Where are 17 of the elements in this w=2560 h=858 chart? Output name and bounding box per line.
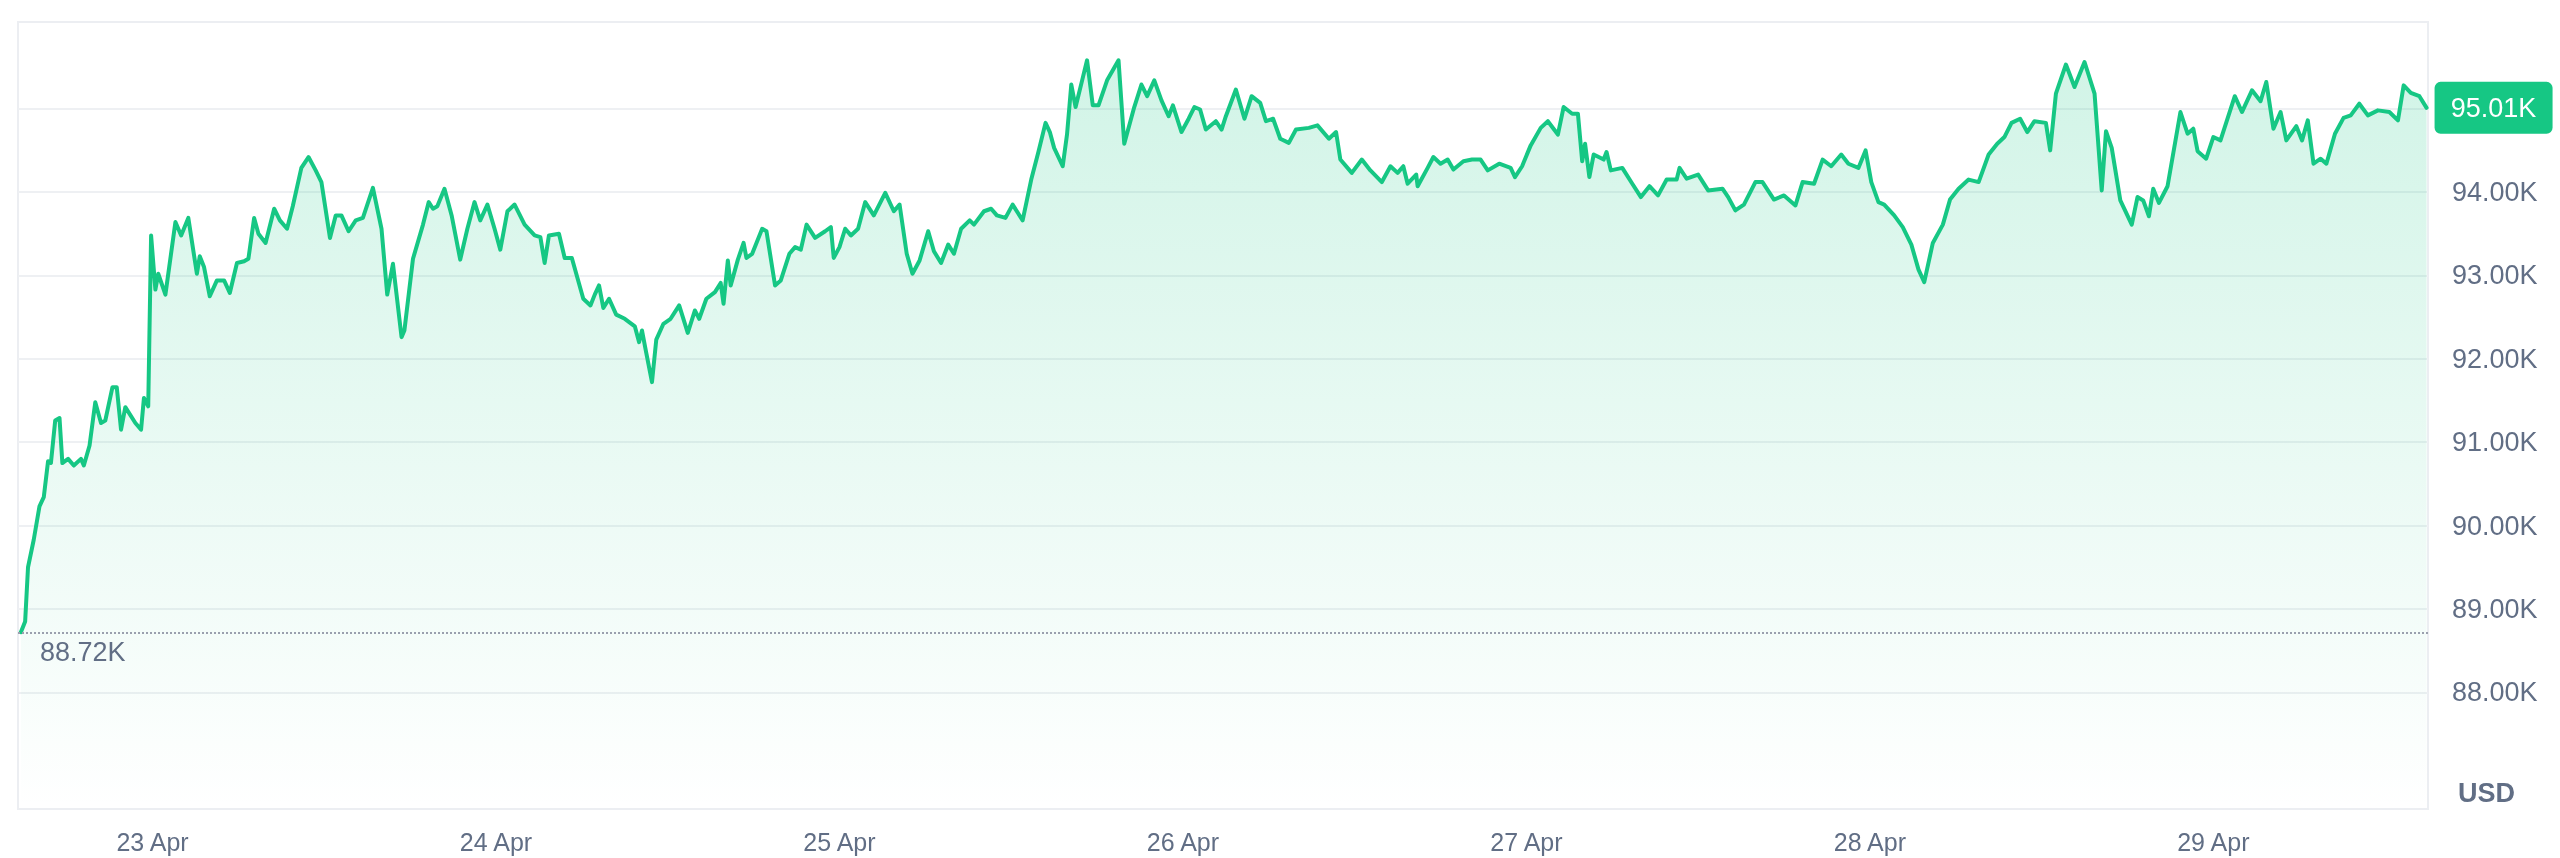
x-tick-label: 23 Apr (116, 827, 189, 856)
x-tick-label: 26 Apr (1146, 827, 1220, 856)
x-tick-label: 27 Apr (1490, 827, 1563, 856)
y-tick-label: 92.00K (2452, 343, 2538, 374)
y-axis-title: USD (2458, 777, 2516, 808)
y-tick-label: 93.00K (2452, 260, 2538, 291)
y-tick-label: 94.00K (2452, 177, 2538, 208)
x-tick-label: 28 Apr (1833, 827, 1907, 856)
x-tick-label: 29 Apr (2177, 827, 2250, 856)
annotation: 95.01K (2450, 92, 2537, 123)
y-tick-label: 89.00K (2452, 593, 2538, 624)
ref-line-label: 88.72K (40, 636, 126, 667)
x-tick-label: 24 Apr (459, 827, 533, 856)
y-tick-label: 88.00K (2452, 677, 2538, 708)
x-tick-label: 25 Apr (803, 827, 876, 856)
y-tick-label: 90.00K (2452, 510, 2538, 541)
y-tick-label: 91.00K (2452, 427, 2538, 458)
